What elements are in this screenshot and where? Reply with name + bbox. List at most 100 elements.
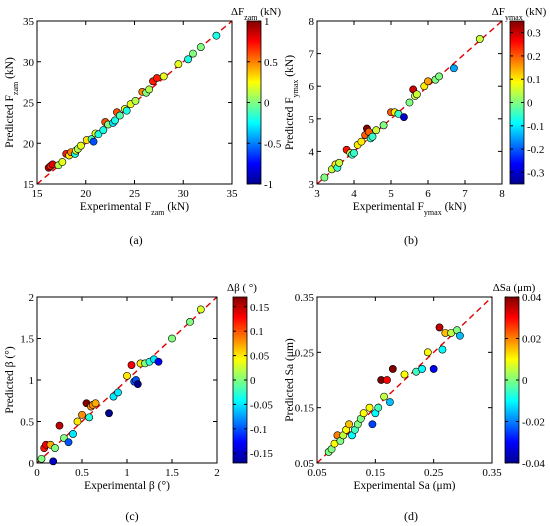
data-point [91,399,100,408]
x-tick-label: 6 [425,188,431,200]
y-tick-label: 15 [23,179,35,191]
x-tick-label: 25 [129,188,141,200]
data-point [456,331,464,340]
colorbar-tick-label: -0.3 [527,167,545,179]
y-tick-label: 0.5 [20,417,34,429]
colorbar-tick-label: -0.5 [264,138,282,150]
data-point [114,388,122,397]
x-tick-label: 1 [124,467,130,479]
x-tick-label: 7 [462,188,468,200]
y-axis-label: Predicted Fymax (kN) [284,55,300,150]
data-point [76,141,85,150]
data-point [400,113,408,122]
y-tick-label: 8 [309,16,315,28]
x-tick-label: 4 [351,188,357,200]
chart-panel-2: 3 4 5 6 7 8 3 4 5 6 7 8 Experimental Fymax (kN) Predi… [284,6,547,247]
data-point [345,420,353,429]
data-point [184,55,193,64]
colorbar-title: ΔSa (μm) [493,282,536,294]
x-tick-label: 15 [32,188,44,200]
y-tick-label: 1 [29,375,35,387]
y-tick-label: 1.5 [20,334,34,346]
data-point [383,376,391,384]
x-tick-label: 2 [214,467,220,479]
y-axis-label: Predicted Sa (μm) [284,338,296,422]
data-point [412,90,421,99]
y-tick-label: 0.35 [295,292,315,304]
colorbar-tick-label: 0 [250,375,256,387]
colorbar-tick-label: 0.02 [522,334,541,346]
data-point [115,111,124,120]
y-tick-label: 2 [29,292,35,304]
y-tick-label: 30 [23,57,35,69]
colorbar-tick-label: -0.05 [250,399,273,411]
x-tick-label: 35 [227,188,239,200]
colorbar-tick-label: -0.2 [527,144,544,156]
data-point [174,60,183,69]
x-tick-label: 20 [80,188,92,200]
colorbar-tick-label: 1 [264,16,270,28]
data-point [145,85,154,94]
data-point [212,31,221,40]
data-point [335,158,344,167]
y-axis-label: Predicted Fzam (kN) [4,57,20,148]
panel-label: (d) [404,509,418,523]
y-tick-label: 5 [309,114,315,126]
y-tick-label: 3 [309,179,315,191]
x-tick-label: 0.35 [482,467,502,479]
x-tick-label: 8 [499,188,505,200]
y-tick-label: 0.05 [295,458,315,470]
panel-label: (b) [404,233,418,247]
y-tick-label: 0 [29,458,35,470]
x-tick-label: 0.15 [366,467,386,479]
data-point [133,380,142,389]
data-point [73,417,82,426]
data-point [372,126,381,135]
y-tick-label: 0.25 [295,347,315,359]
panel-label: (c) [125,509,138,523]
data-point [424,77,432,86]
colorbar-tick-label: 0.05 [250,351,270,363]
chart-panel-3: 0 0.5 1 1.5 2 0 0.5 1 1.5 2 Experimental β (°) Pred… [4,282,273,523]
x-axis-label: Experimental Fzam (kN) [80,201,189,217]
data-point [388,365,397,373]
y-tick-label: 35 [23,16,35,28]
data-point [168,334,176,343]
data-point [435,323,444,332]
x-axis-label: Experimental Fymax (kN) [353,201,467,217]
chart-panel-1: 15 20 25 30 35 15 20 25 30 35 Experimental Fzam (k… [4,6,282,247]
colorbar-tick-label: 0.3 [527,28,541,40]
data-point [105,409,113,418]
y-tick-label: 0.15 [295,403,315,415]
data-point [359,409,368,418]
data-point [85,413,94,422]
colorbar-tick-label: -0.02 [522,417,545,429]
data-point [64,438,73,447]
colorbar-tick-label: -0.04 [522,458,545,470]
colorbar-tick-label: 0.04 [522,292,542,304]
colorbar-title: Δβ ( °) [227,282,257,294]
data-point [418,365,426,373]
x-axis-label: Experimental Sa (μm) [354,480,456,492]
data-point [368,132,377,141]
data-point [69,430,77,438]
y-tick-label: 25 [23,98,35,110]
colorbar-tick-label: 0.1 [250,326,264,338]
data-point [55,421,64,430]
data-point [189,49,197,58]
data-point [186,317,194,326]
data-point [78,410,86,419]
colorbar-tick-label: 0.15 [250,302,270,314]
data-point [153,74,161,82]
x-tick-label: 5 [388,188,394,200]
colorbar-tick-label: 0.2 [527,51,541,63]
x-tick-label: 0.5 [75,467,89,479]
data-point [379,121,388,130]
data-point [374,403,383,412]
data-point [350,149,358,157]
data-point [429,365,438,373]
data-point [438,345,447,354]
data-point [400,370,409,379]
x-tick-label: 30 [178,188,190,200]
